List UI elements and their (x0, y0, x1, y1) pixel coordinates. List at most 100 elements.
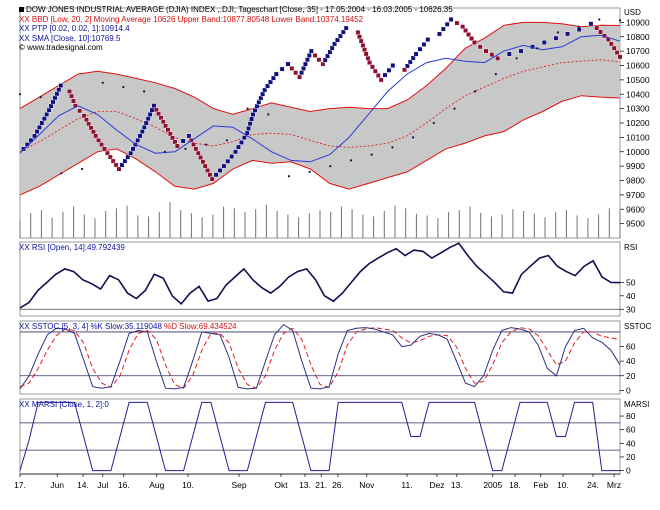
renko-brick (238, 139, 244, 145)
renko-brick (477, 44, 483, 50)
ptp-dot (556, 31, 560, 34)
renko-brick (122, 158, 128, 164)
x-tick-label: Feb (533, 480, 548, 490)
main-y-tick-label: 10800 (626, 32, 650, 42)
x-tick-label: 18. (509, 480, 521, 490)
renko-brick (370, 64, 375, 70)
renko-brick (167, 131, 173, 137)
renko-brick (205, 167, 210, 173)
ptp-dot (515, 57, 518, 60)
x-tick-label: Nov (359, 480, 375, 490)
renko-brick (172, 139, 178, 145)
renko-brick (67, 88, 72, 94)
renko-brick (382, 72, 388, 78)
renko-brick (506, 51, 512, 57)
renko-brick (340, 29, 346, 35)
renko-brick (39, 120, 45, 126)
x-tick-label: 16. (118, 480, 130, 490)
renko-brick (444, 21, 450, 27)
renko-brick (102, 146, 107, 152)
renko-brick (594, 25, 600, 31)
renko-brick (312, 53, 318, 58)
renko-brick (145, 116, 151, 122)
renko-brick (417, 46, 423, 52)
renko-brick (254, 103, 260, 109)
rsi-y-tick-label: 50 (626, 277, 636, 287)
x-tick-label: 13. (299, 480, 311, 490)
ptp-dot (81, 167, 84, 171)
renko-brick (86, 121, 92, 127)
main-y-tick-label: 10500 (626, 75, 650, 85)
renko-brick (325, 53, 330, 59)
renko-brick (56, 87, 62, 93)
renko-brick (149, 107, 155, 113)
renko-brick (116, 166, 122, 172)
renko-brick (265, 83, 270, 89)
main-y-tick-label: 10100 (626, 132, 650, 142)
renko-brick (221, 163, 227, 169)
ptp-dot (536, 47, 539, 50)
renko-brick (195, 150, 201, 156)
renko-brick (489, 52, 495, 58)
renko-brick (375, 73, 381, 79)
marsi-y-tick-label: 20 (626, 452, 636, 462)
renko-brick (207, 172, 213, 178)
ptp-dot (205, 143, 208, 146)
sstoc-y-tick-label: 0 (626, 385, 631, 395)
renko-brick (437, 31, 442, 37)
renko-brick (256, 99, 262, 105)
main-y-tick-label: 9900 (626, 161, 645, 171)
x-tick-label: 2005 (483, 480, 502, 490)
ptp-dot (267, 113, 270, 116)
marsi-frame (19, 398, 621, 475)
marsi-axis-label: MARSI (624, 400, 650, 409)
renko-brick (460, 24, 466, 30)
renko-brick (180, 138, 186, 144)
renko-brick (316, 57, 322, 63)
renko-brick (252, 107, 258, 113)
sma-line (19, 34, 621, 163)
usd-axis-label: USD (624, 8, 641, 17)
renko-brick (305, 57, 310, 63)
renko-brick (608, 41, 614, 47)
renko-brick (372, 68, 378, 74)
x-tick-label: 26. (332, 480, 344, 490)
main-y-tick-label: 10300 (626, 104, 650, 114)
renko-brick (260, 91, 266, 97)
renko-brick (52, 95, 58, 101)
renko-brick (151, 103, 157, 109)
main-y-tick-label: 10700 (626, 46, 650, 56)
renko-brick (209, 176, 215, 182)
x-tick-label: 11. (401, 480, 412, 490)
renko-brick (617, 54, 623, 60)
marsi-panel: 0 20 40 60 80 (19, 398, 636, 476)
renko-brick (135, 137, 141, 143)
ptp-dot (246, 107, 249, 110)
sstoc-k-line (19, 323, 621, 390)
renko-brick (213, 172, 219, 178)
rsi-frame (19, 241, 621, 317)
renko-brick (193, 146, 199, 152)
renko-brick (113, 162, 119, 168)
ptp-dot (412, 136, 415, 139)
renko-brick (125, 154, 131, 160)
renko-brick (48, 103, 54, 109)
renko-brick (576, 27, 582, 32)
renko-brick (229, 154, 235, 159)
renko-brick (588, 21, 594, 27)
renko-brick (378, 77, 384, 83)
renko-brick (332, 41, 337, 47)
ptp-dot (287, 175, 291, 178)
renko-brick (410, 55, 416, 61)
renko-brick (303, 61, 308, 67)
main-price-panel: 9500 9600 9700 9800 9900 10000 10100 10200 10300… (18, 7, 650, 239)
renko-brick (335, 37, 340, 43)
renko-brick (130, 146, 136, 152)
renko-brick (285, 61, 291, 67)
ptp-dot (225, 139, 228, 142)
renko-brick (160, 119, 166, 125)
renko-brick (421, 42, 427, 47)
renko-brick (88, 125, 94, 131)
x-tick-label: 10. (557, 480, 569, 490)
